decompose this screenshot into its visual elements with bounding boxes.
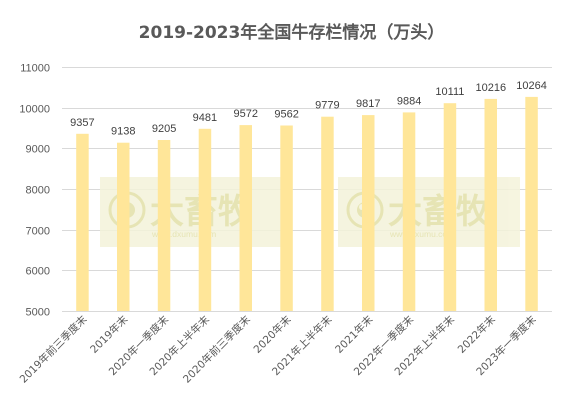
bar <box>362 115 375 311</box>
data-label: 9884 <box>397 95 421 107</box>
y-tick-label: 11000 <box>20 63 50 75</box>
bar <box>157 140 171 311</box>
bar <box>321 116 334 311</box>
x-tick-label: 2019年末 <box>87 313 130 356</box>
data-label: 9572 <box>234 108 258 120</box>
bar <box>76 133 89 311</box>
data-label: 10264 <box>516 80 547 92</box>
watermark-url: www.dxumu.com <box>389 229 454 239</box>
bar <box>117 142 130 311</box>
data-label: 9562 <box>274 109 298 121</box>
data-label: 9779 <box>315 100 339 112</box>
data-label: 9357 <box>70 117 94 129</box>
chart-title: 2019-2023年全国牛存栏情况（万头） <box>139 22 445 43</box>
bar <box>280 125 293 311</box>
y-axis-tick-labels: 5000 6000 7000 8000 9000 10000 11000 <box>19 63 50 319</box>
y-tick-label: 10000 <box>19 104 50 116</box>
x-tick-label: 2020年前三季度末 <box>180 313 253 386</box>
x-tick-label: 2021年末 <box>332 313 375 356</box>
x-axis-tick-labels: 2019年前三季度末2019年末2020年一季度末2020年上半年末2020年前… <box>17 313 539 386</box>
data-label: 9481 <box>193 112 217 124</box>
data-label: 9138 <box>111 126 135 138</box>
data-label: 9817 <box>356 98 380 110</box>
y-tick-label: 5000 <box>26 307 50 319</box>
x-tick-label: 2022年末 <box>455 313 498 356</box>
data-labels: 9357 9138 9205 9481 9572 9562 9779 9817 9884 1011… <box>70 80 547 138</box>
x-tick-label: 2020年末 <box>251 313 294 356</box>
y-tick-label: 7000 <box>26 226 50 238</box>
data-label: 9205 <box>152 123 176 135</box>
bar <box>525 96 538 312</box>
y-tick-label: 6000 <box>26 266 50 278</box>
data-label: 10111 <box>435 86 464 98</box>
data-label: 10216 <box>476 82 507 94</box>
bar <box>443 103 457 311</box>
bar <box>198 128 212 311</box>
watermark-url: www.dxumu.com <box>151 229 216 239</box>
bar <box>402 112 416 312</box>
bar <box>239 125 252 311</box>
bars <box>76 96 538 312</box>
y-tick-label: 8000 <box>26 185 50 197</box>
bar <box>484 98 497 312</box>
x-tick-label: 2019年前三季度末 <box>17 313 90 386</box>
y-tick-label: 9000 <box>26 144 50 156</box>
